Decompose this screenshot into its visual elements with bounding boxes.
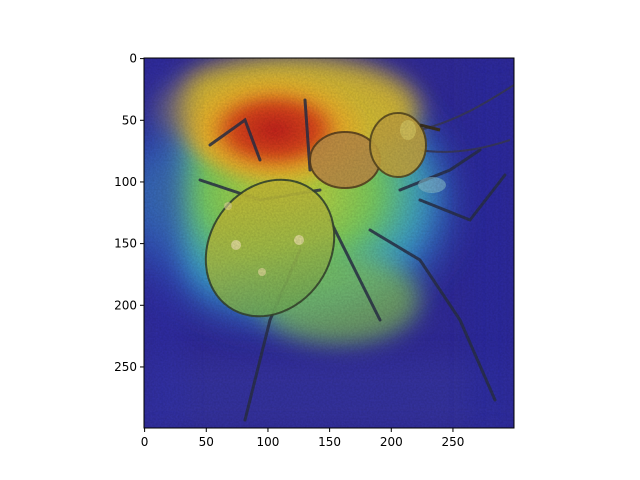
- x-tick-label: 150: [318, 435, 341, 449]
- y-tick-label: 150: [114, 237, 137, 251]
- x-tick-label: 50: [199, 435, 214, 449]
- y-tick-label: 50: [122, 113, 137, 127]
- axes-frame: [143, 57, 515, 429]
- y-tick-label: 200: [114, 298, 137, 312]
- y-tick-label: 250: [114, 360, 137, 374]
- y-tick-label: 0: [129, 52, 137, 66]
- y-tick-label: 100: [114, 175, 137, 189]
- x-tick-label: 250: [441, 435, 464, 449]
- y-axis: 0 50 100 150 200 250: [114, 52, 144, 374]
- x-tick-label: 200: [380, 435, 403, 449]
- x-tick-label: 0: [141, 435, 149, 449]
- heatmap-image: [144, 58, 514, 428]
- x-tick-label: 100: [256, 435, 279, 449]
- x-axis: 0 50 100 150 200 250: [141, 428, 464, 449]
